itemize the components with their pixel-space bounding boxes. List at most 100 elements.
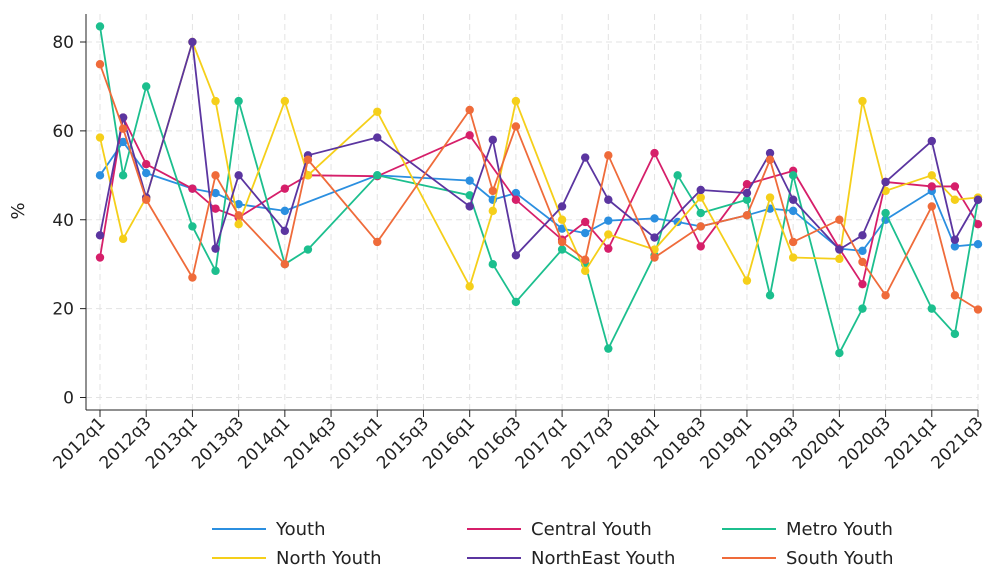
- data-point: [95, 231, 105, 240]
- data-point: [142, 168, 151, 178]
- data-point: [142, 195, 151, 204]
- x-tick-labels: 2012q12012q32013q12013q32014q12014q32015…: [50, 413, 983, 473]
- data-point: [950, 195, 960, 204]
- legend-label: NorthEast Youth: [531, 548, 675, 569]
- data-point: [881, 177, 890, 187]
- data-point: [511, 195, 521, 204]
- data-point: [973, 239, 983, 249]
- data-point: [557, 245, 567, 254]
- data-point: [373, 107, 382, 116]
- data-point: [650, 214, 659, 223]
- data-point: [927, 202, 936, 211]
- data-point: [581, 228, 590, 238]
- y-tick-label: 80: [52, 33, 74, 53]
- data-point: [950, 235, 960, 244]
- data-point: [373, 171, 382, 180]
- data-point: [465, 282, 474, 291]
- legend-item: Metro Youth: [722, 519, 893, 540]
- data-point: [211, 96, 220, 106]
- data-point: [465, 191, 474, 200]
- data-point: [858, 231, 867, 240]
- data-point: [488, 206, 497, 216]
- data-point: [604, 230, 613, 239]
- data-point: [835, 348, 844, 358]
- data-point: [858, 304, 867, 313]
- series-south-youth: [95, 60, 983, 314]
- legend-label: Central Youth: [531, 519, 652, 540]
- data-point: [835, 245, 844, 254]
- data-point: [557, 202, 567, 211]
- data-point: [742, 276, 752, 285]
- data-point: [858, 279, 867, 289]
- data-point: [118, 137, 128, 147]
- legend-item: Youth: [212, 519, 326, 540]
- series-north-youth: [95, 37, 983, 291]
- data-point: [488, 259, 497, 269]
- axes: [80, 14, 979, 417]
- y-tick-label: 40: [52, 211, 74, 231]
- data-point: [511, 122, 521, 131]
- data-point: [465, 202, 474, 211]
- data-point: [95, 22, 105, 31]
- data-point: [650, 253, 659, 262]
- series-group: [95, 22, 983, 358]
- data-point: [858, 257, 867, 267]
- data-point: [118, 171, 128, 180]
- data-point: [188, 273, 197, 282]
- data-point: [973, 195, 983, 204]
- data-point: [234, 219, 243, 229]
- data-point: [118, 124, 128, 133]
- data-point: [188, 184, 197, 193]
- legend-item: NorthEast Youth: [467, 548, 675, 569]
- data-point: [211, 188, 220, 198]
- data-point: [650, 233, 659, 242]
- data-point: [234, 96, 243, 106]
- series-line: [99, 41, 979, 257]
- grid-lines: [86, 14, 979, 410]
- data-point: [788, 253, 798, 262]
- data-point: [742, 195, 752, 204]
- data-point: [465, 176, 474, 185]
- legend: Youth Central Youth Metro Youth North Youth…: [212, 519, 894, 569]
- data-point: [280, 184, 290, 193]
- data-point: [511, 251, 521, 260]
- data-point: [234, 211, 243, 220]
- data-point: [581, 217, 590, 227]
- data-point: [835, 254, 844, 264]
- data-point: [696, 185, 705, 195]
- data-point: [696, 208, 705, 218]
- data-point: [950, 329, 960, 339]
- data-point: [696, 242, 705, 251]
- data-point: [604, 244, 613, 253]
- data-point: [118, 113, 128, 122]
- data-point: [303, 245, 313, 254]
- data-point: [604, 151, 613, 160]
- data-point: [95, 133, 105, 142]
- data-point: [511, 297, 521, 307]
- data-point: [973, 305, 983, 314]
- data-point: [557, 215, 567, 224]
- data-point: [581, 266, 590, 276]
- legend-label: South Youth: [786, 548, 894, 569]
- data-point: [488, 135, 497, 144]
- data-point: [696, 193, 705, 202]
- data-point: [742, 180, 752, 189]
- data-point: [211, 171, 220, 180]
- data-point: [465, 131, 474, 140]
- y-tick-label: 0: [63, 389, 74, 409]
- data-point: [142, 160, 151, 169]
- data-point: [604, 344, 613, 353]
- data-point: [118, 234, 128, 244]
- data-point: [742, 211, 752, 220]
- data-point: [211, 266, 220, 276]
- data-point: [788, 206, 798, 216]
- series-central-youth: [95, 113, 983, 289]
- data-point: [488, 186, 497, 196]
- y-axis-label: %: [8, 202, 29, 219]
- data-point: [927, 171, 936, 180]
- data-point: [511, 188, 521, 198]
- data-point: [788, 171, 798, 180]
- data-point: [211, 204, 220, 213]
- data-point: [835, 215, 844, 224]
